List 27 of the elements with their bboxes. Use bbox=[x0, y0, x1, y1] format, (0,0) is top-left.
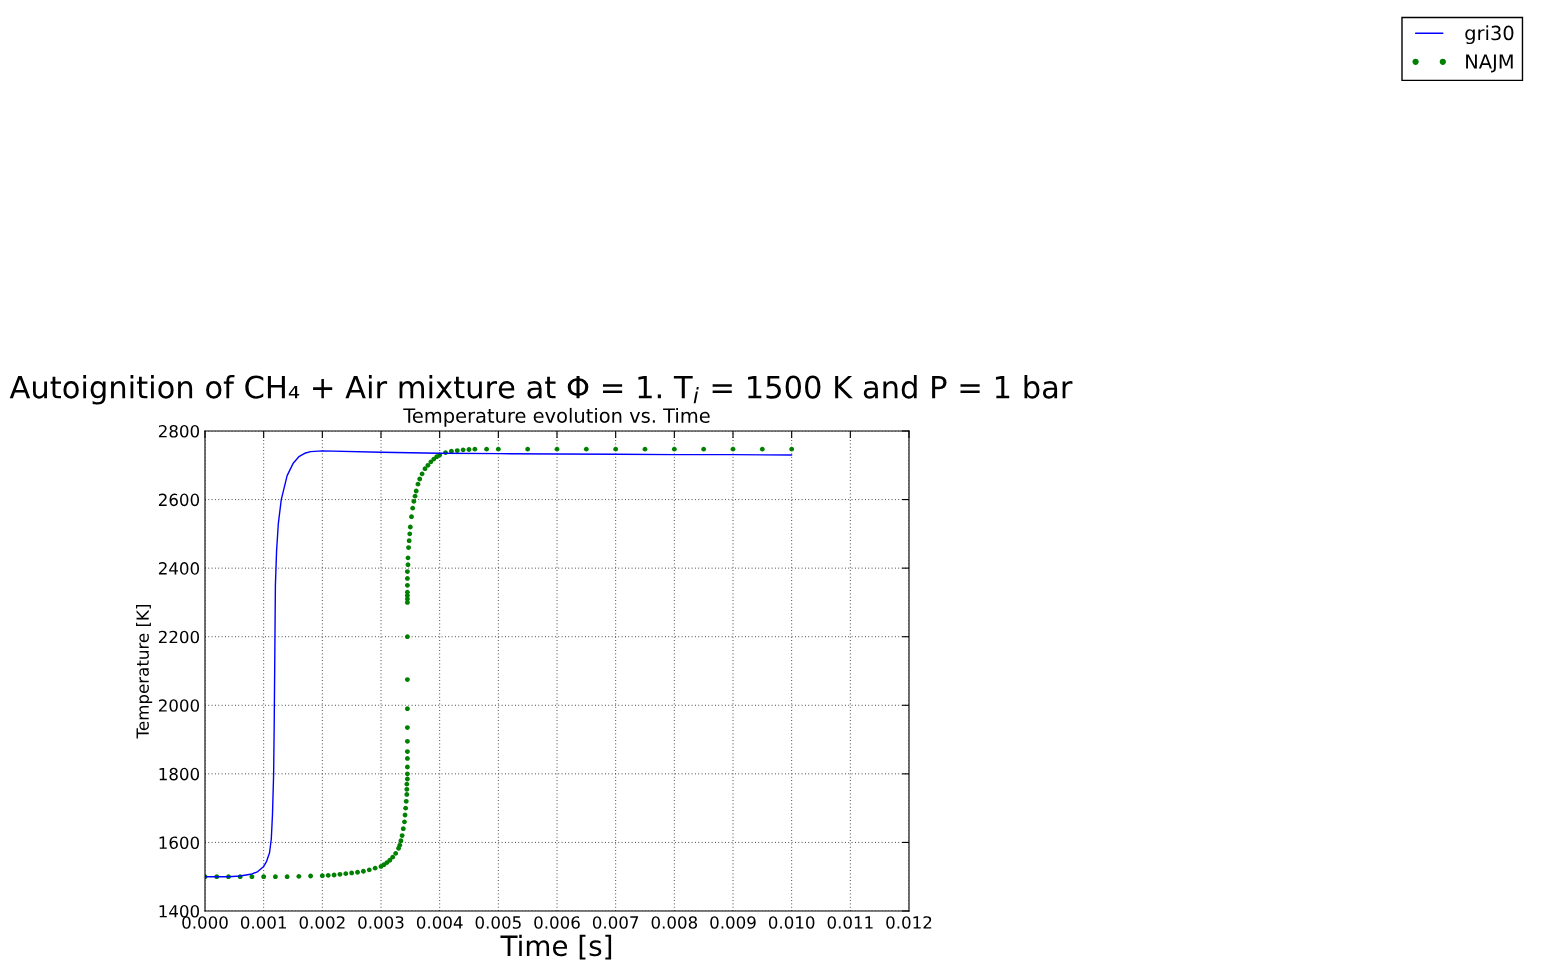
x-tick-label: 0.007 bbox=[592, 916, 639, 929]
y-tick-label: 1600 bbox=[159, 836, 200, 849]
y-tick-label: 1400 bbox=[159, 904, 200, 918]
x-tick-label: 0.009 bbox=[710, 916, 756, 929]
legend-label: gri30 bbox=[1465, 25, 1514, 45]
y-tick-label: 2000 bbox=[158, 699, 200, 712]
y-axis-title: Temperature [K] bbox=[136, 605, 153, 739]
x-axis-title: Time [s] bbox=[500, 934, 612, 960]
chart-subtitle: Temperature evolution vs. Time bbox=[403, 407, 710, 427]
x-tick-label: 0.004 bbox=[416, 916, 463, 929]
x-tick-label: 0.006 bbox=[534, 916, 580, 929]
x-tick-label: 0.011 bbox=[827, 916, 873, 929]
y-tick-label: 2400 bbox=[158, 562, 200, 575]
chart-title: Autoignition of CH₄ + Air mixture at Φ = 1. T$_{i}$ = 1500 K and P = 1 bar bbox=[9, 375, 1073, 405]
legend-label: NAJM bbox=[1466, 54, 1513, 73]
x-tick-label: 0.008 bbox=[651, 916, 698, 929]
x-tick-label: 0.012 bbox=[886, 916, 932, 929]
x-tick-label: 0.002 bbox=[299, 916, 345, 929]
y-tick-label: 1800 bbox=[159, 767, 200, 781]
x-tick-label: 0.000 bbox=[182, 916, 228, 929]
x-tick-label: 0.010 bbox=[768, 916, 815, 929]
y-tick-label: 2800 bbox=[158, 424, 200, 438]
x-tick-label: 0.001 bbox=[240, 916, 286, 929]
x-tick-label: 0.003 bbox=[358, 916, 404, 929]
x-tick-label: 0.005 bbox=[475, 916, 521, 929]
y-tick-label: 2600 bbox=[158, 493, 200, 507]
y-tick-label: 2200 bbox=[158, 630, 200, 644]
